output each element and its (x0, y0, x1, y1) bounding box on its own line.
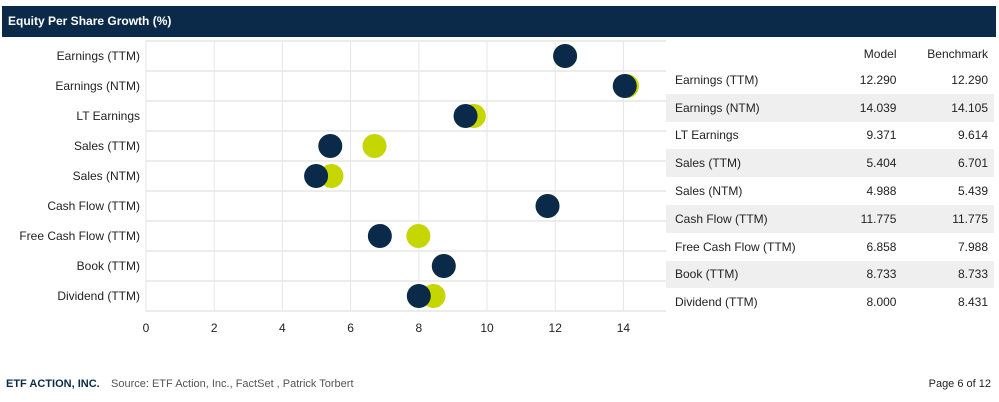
table-row: LT Earnings 9.371 9.614 (666, 122, 994, 150)
category-label: Book (TTM) (77, 259, 140, 273)
source-note: Source: ETF Action, Inc., FactSet , Patr… (111, 378, 354, 390)
category-labels: Earnings (TTM) Earnings (NTM) LT Earnings S… (19, 49, 140, 303)
table-row: Sales (TTM) 5.404 6.701 (666, 149, 994, 178)
table-row: Dividend (TTM) 8.000 8.431 (666, 288, 994, 316)
benchmark-value: 11.775 (902, 204, 994, 233)
benchmark-value: 12.290 (951, 72, 988, 87)
header-benchmark: Benchmark (927, 47, 988, 61)
dot-plot-chart: Earnings (TTM) Earnings (NTM) LT Earnings S… (19, 40, 666, 335)
model-value: 14.039 (843, 93, 903, 122)
category-label: Free Cash Flow (TTM) (19, 229, 140, 243)
category-label: Earnings (NTM) (55, 79, 140, 93)
model-point (304, 164, 329, 188)
category-label: Earnings (TTM) (57, 49, 140, 63)
benchmark-value: 14.105 (902, 93, 994, 122)
row-label: Dividend (TTM) (675, 295, 758, 310)
benchmark-value: 9.614 (957, 128, 988, 143)
model-point (406, 284, 431, 308)
header-blank (666, 42, 844, 66)
model-value: 5.404 (843, 149, 903, 178)
category-label: Sales (NTM) (73, 169, 140, 183)
row-label: LT Earnings (675, 128, 739, 143)
model-value: 6.858 (866, 239, 897, 254)
data-table: Model Benchmark Earnings (TTM) 12.290 12.2… (666, 42, 994, 316)
grid-lines (145, 40, 666, 312)
x-tick-label: 8 (415, 321, 422, 335)
x-tick-label: 0 (143, 321, 150, 335)
model-point (318, 134, 343, 158)
table-row: Sales (NTM) 4.988 5.439 (666, 177, 994, 205)
row-label: Earnings (NTM) (666, 93, 844, 122)
x-tick-label: 6 (347, 321, 354, 335)
model-value: 9.371 (866, 128, 897, 143)
benchmark-value: 8.431 (957, 295, 988, 310)
model-point (553, 44, 578, 68)
benchmark-value: 6.701 (902, 149, 994, 178)
table-row: Cash Flow (TTM) 11.775 11.775 (666, 204, 994, 233)
table-row: Free Cash Flow (TTM) 6.858 7.988 (666, 233, 994, 261)
data-points (304, 44, 639, 308)
row-label: Book (TTM) (666, 260, 844, 289)
model-point (453, 104, 478, 128)
model-value: 4.988 (866, 184, 897, 199)
x-tick-labels: 0 2 4 6 8 10 12 14 (143, 321, 631, 335)
brand-name: ETF ACTION, INC. (6, 378, 100, 390)
model-point (612, 74, 637, 98)
category-label: Sales (TTM) (74, 139, 140, 153)
model-value: 12.290 (859, 72, 897, 87)
benchmark-value: 8.733 (902, 260, 994, 289)
benchmark-value: 7.988 (957, 239, 988, 254)
x-tick-label: 4 (279, 321, 286, 335)
table-row: Earnings (TTM) 12.290 12.290 (666, 66, 994, 94)
row-label: Cash Flow (TTM) (666, 204, 844, 233)
x-tick-label: 2 (211, 321, 218, 335)
page-number: Page 6 of 12 (928, 378, 991, 390)
category-label: Dividend (TTM) (57, 289, 140, 303)
model-value: 11.775 (843, 204, 903, 233)
row-label: Earnings (TTM) (675, 72, 759, 87)
table-row: Earnings (NTM) 14.039 14.105 (666, 93, 994, 122)
model-value: 8.000 (866, 295, 897, 310)
chart-title: Equity Per Share Growth (%) (2, 6, 996, 37)
table-row: Book (TTM) 8.733 8.733 (666, 260, 994, 289)
table-header-row: Model Benchmark (666, 42, 994, 66)
row-label: Sales (TTM) (666, 149, 844, 178)
category-label: Cash Flow (TTM) (47, 199, 140, 213)
benchmark-point (362, 134, 387, 158)
model-point (535, 194, 560, 218)
x-tick-label: 12 (549, 321, 563, 335)
header-model: Model (863, 47, 897, 61)
row-label: Free Cash Flow (TTM) (675, 239, 796, 254)
benchmark-value: 5.439 (957, 184, 988, 199)
model-point (431, 254, 456, 278)
x-tick-label: 10 (480, 321, 494, 335)
benchmark-point (406, 224, 431, 248)
model-value: 8.733 (843, 260, 903, 289)
category-label: LT Earnings (76, 109, 140, 123)
row-label: Sales (NTM) (675, 184, 743, 199)
model-point (367, 224, 392, 248)
x-tick-label: 14 (617, 321, 631, 335)
